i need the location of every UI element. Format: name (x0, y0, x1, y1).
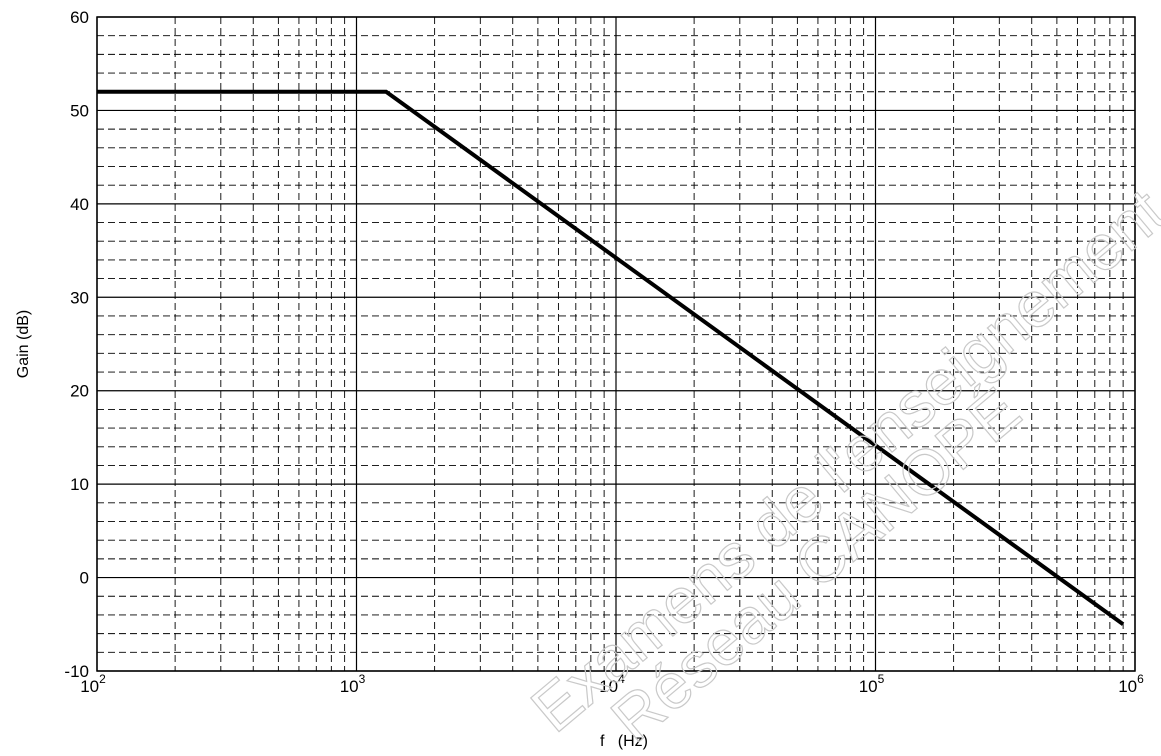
x-axis-label: f (Hz) (600, 733, 648, 750)
x-tick-label: 102 (80, 672, 106, 696)
y-tick-label: 0 (80, 569, 89, 588)
y-tick-label: 30 (70, 288, 89, 307)
x-tick-base: 10 (859, 677, 878, 696)
x-tick-base: 10 (340, 677, 359, 696)
y-axis-label: Gain (dB) (15, 310, 32, 378)
y-tick-label: 50 (70, 101, 89, 120)
plot-frame (96, 16, 1136, 672)
x-tick-exponent: 5 (878, 672, 885, 686)
y-tick-label: 60 (70, 8, 89, 27)
x-tick-base: 10 (599, 677, 618, 696)
watermark-line-2: Réseau CANOPÉ (598, 374, 1034, 756)
series-layer (97, 89, 1125, 626)
x-tick-exponent: 3 (359, 672, 366, 686)
x-tick-base: 10 (1118, 677, 1137, 696)
x-tick-base: 10 (80, 677, 99, 696)
y-tick-label: 40 (70, 195, 89, 214)
x-tick-label: 106 (1118, 672, 1144, 696)
y-tick-label: 10 (70, 475, 89, 494)
x-tick-exponent: 4 (618, 672, 625, 686)
x-tick-label: 105 (859, 672, 885, 696)
x-tick-exponent: 6 (1137, 672, 1144, 686)
x-tick-label: 104 (599, 672, 625, 696)
x-tick-exponent: 2 (99, 672, 106, 686)
watermark: Examens de l'enseignement professionnel … (517, 0, 1161, 756)
x-tick-label: 103 (340, 672, 366, 696)
gain-series-line (97, 89, 1125, 626)
y-tick-label: 20 (70, 382, 89, 401)
y-tick-label: -10 (64, 662, 89, 681)
